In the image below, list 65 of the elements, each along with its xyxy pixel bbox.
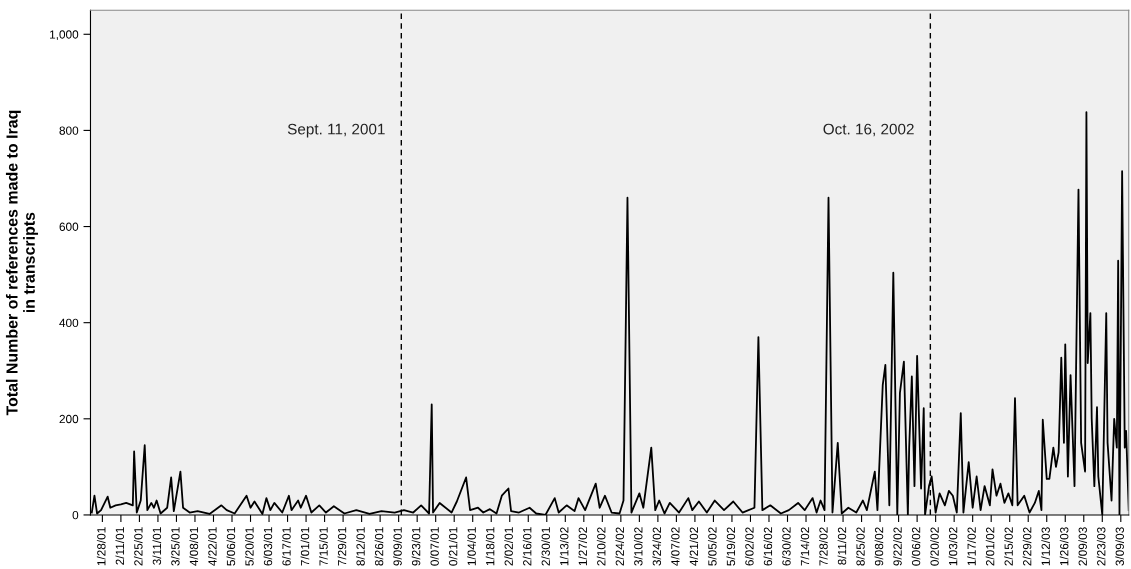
x-tick-label: 5/05/02 xyxy=(707,527,717,566)
y-tick-label: 1,000 xyxy=(50,30,79,41)
y-axis-title: Total Number of references made to Iraq in transcripts xyxy=(5,110,39,416)
x-tick-label: 2/30/01 xyxy=(541,527,550,566)
x-tick-label: 1/28/01 xyxy=(96,527,106,566)
x-tick-label: 2/15/02 xyxy=(1004,527,1013,566)
x-tick-label: 7/01/01 xyxy=(300,527,310,566)
x-tick-label: 6/17/01 xyxy=(282,527,291,566)
x-tick-label: 9/08/02 xyxy=(874,527,884,566)
x-tick-label: 2/09/03 xyxy=(1078,527,1087,566)
x-tick-label: 3/11/01 xyxy=(152,527,162,565)
x-tick-label: 2/16/01 xyxy=(522,527,532,566)
x-tick-label: 2/10/02 xyxy=(596,527,606,566)
x-tick-label: 8/26/01 xyxy=(374,527,384,566)
y-tick-label: 200 xyxy=(59,414,79,424)
x-tick-label: 2/23/03 xyxy=(1096,527,1106,566)
ref-line-label: Oct. 16, 2002 xyxy=(823,123,914,137)
x-tick-label: 3/25/01 xyxy=(170,527,180,566)
ref-line-label: Sept. 11, 2001 xyxy=(287,123,385,138)
x-tick-label: 1/17/02 xyxy=(967,527,976,566)
x-tick-label: 4/21/02 xyxy=(689,527,699,566)
y-tick-label: 400 xyxy=(59,318,79,328)
x-tick-label: 0/21/01 xyxy=(448,527,458,566)
x-tick-label: 0/07/01 xyxy=(430,527,439,566)
x-tick-label: 4/08/01 xyxy=(189,527,199,566)
x-tick-label: 6/16/02 xyxy=(763,527,773,566)
x-tick-label: 1/03/02 xyxy=(948,527,958,566)
x-tick-label: 0/06/02 xyxy=(911,527,921,566)
x-tick-label: 1/27/02 xyxy=(578,527,587,566)
x-tick-label: 1/18/01 xyxy=(485,527,495,566)
x-tick-label: 6/03/01 xyxy=(263,527,273,566)
x-tick-label: 7/29/01 xyxy=(337,527,347,566)
x-tick-label: 9/22/02 xyxy=(893,527,902,566)
x-tick-label: 3/24/02 xyxy=(652,527,662,566)
x-tick-label: 0/20/02 xyxy=(930,527,939,566)
x-tick-label: 7/15/01 xyxy=(319,527,328,566)
x-tick-label: 1/12/03 xyxy=(1041,527,1050,566)
y-tick-label: 800 xyxy=(59,126,79,135)
x-tick-label: 8/12/01 xyxy=(356,527,365,566)
x-tick-label: 8/11/02 xyxy=(837,527,847,565)
y-tick-label: 0 xyxy=(72,510,79,520)
x-tick-label: 1/26/03 xyxy=(1059,527,1069,566)
x-tick-label: 4/22/01 xyxy=(207,527,217,566)
x-tick-label: 4/07/02 xyxy=(670,527,680,566)
x-tick-label: 1/13/02 xyxy=(559,527,569,566)
x-tick-label: 2/25/01 xyxy=(133,527,143,566)
x-tick-label: 6/02/02 xyxy=(744,527,754,566)
x-tick-label: 5/20/01 xyxy=(245,527,254,566)
x-tick-label: 9/23/01 xyxy=(411,527,421,566)
x-tick-label: 6/30/02 xyxy=(782,527,791,566)
x-tick-label: 3/09/03 xyxy=(1115,527,1124,566)
x-tick-label: 2/24/02 xyxy=(615,527,625,566)
x-tick-label: 3/10/02 xyxy=(633,527,643,566)
x-tick-label: 2/01/02 xyxy=(985,527,995,566)
x-tick-label: 2/29/02 xyxy=(1022,527,1032,566)
x-tick-label: 2/02/01 xyxy=(504,527,513,566)
x-tick-label: 2/11/01 xyxy=(115,527,125,565)
x-tick-label: 5/19/02 xyxy=(726,527,736,566)
x-tick-label: 7/28/02 xyxy=(819,527,828,566)
x-tick-label: 7/14/02 xyxy=(800,527,810,566)
y-tick-label: 600 xyxy=(59,222,79,231)
x-tick-label: 5/06/01 xyxy=(226,527,236,566)
x-tick-label: 8/25/02 xyxy=(856,527,865,566)
x-tick-label: 1/04/01 xyxy=(467,527,476,566)
x-tick-label: 9/09/01 xyxy=(393,527,402,566)
